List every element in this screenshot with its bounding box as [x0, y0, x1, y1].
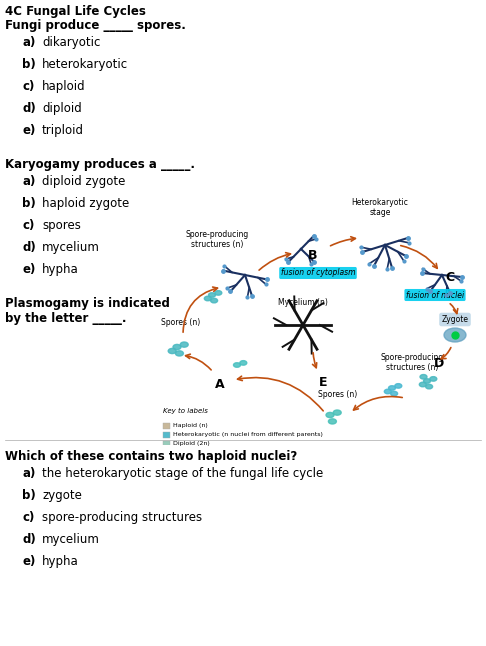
Text: triploid: triploid	[42, 124, 84, 137]
Ellipse shape	[215, 291, 222, 295]
Ellipse shape	[180, 342, 188, 347]
Text: hypha: hypha	[42, 263, 79, 276]
Text: fusion of nuclei: fusion of nuclei	[406, 291, 464, 300]
Text: the heterokaryotic stage of the fungal life cycle: the heterokaryotic stage of the fungal l…	[42, 467, 323, 480]
Ellipse shape	[419, 382, 426, 387]
Ellipse shape	[430, 377, 437, 381]
Ellipse shape	[204, 297, 211, 301]
Ellipse shape	[168, 348, 176, 353]
Text: c): c)	[22, 511, 35, 524]
Ellipse shape	[210, 298, 218, 303]
Ellipse shape	[333, 410, 341, 415]
Ellipse shape	[444, 328, 466, 342]
Text: Spores (n): Spores (n)	[318, 390, 358, 399]
Ellipse shape	[420, 375, 427, 379]
Text: Which of these contains two haploid nuclei?: Which of these contains two haploid nucl…	[5, 450, 297, 463]
Text: b): b)	[22, 197, 36, 210]
Text: zygote: zygote	[42, 489, 82, 502]
Text: dikaryotic: dikaryotic	[42, 36, 101, 49]
Text: haploid zygote: haploid zygote	[42, 197, 129, 210]
Text: d): d)	[22, 241, 36, 254]
Ellipse shape	[395, 384, 402, 388]
Text: E: E	[319, 376, 327, 389]
Text: e): e)	[22, 124, 35, 137]
Text: e): e)	[22, 555, 35, 568]
Text: B: B	[308, 249, 318, 262]
Text: Diploid (2n): Diploid (2n)	[173, 441, 210, 446]
Text: c): c)	[22, 219, 35, 232]
Ellipse shape	[384, 390, 391, 394]
Text: A: A	[215, 378, 225, 391]
FancyBboxPatch shape	[163, 432, 170, 437]
Ellipse shape	[423, 379, 431, 383]
Ellipse shape	[388, 386, 396, 390]
Text: Spore-producing
structures (n): Spore-producing structures (n)	[185, 229, 249, 249]
Text: b): b)	[22, 489, 36, 502]
Text: Zygote: Zygote	[441, 315, 469, 324]
Text: Fungi produce _____ spores.: Fungi produce _____ spores.	[5, 19, 186, 32]
Text: b): b)	[22, 58, 36, 71]
Text: diploid: diploid	[42, 102, 82, 115]
Text: Heterokaryotic
stage: Heterokaryotic stage	[351, 198, 408, 217]
Text: heterokaryotic: heterokaryotic	[42, 58, 128, 71]
Text: 4C Fungal Life Cycles: 4C Fungal Life Cycles	[5, 5, 146, 18]
Text: spores: spores	[42, 219, 81, 232]
Text: by the letter _____.: by the letter _____.	[5, 312, 126, 325]
Ellipse shape	[391, 391, 398, 396]
Text: e): e)	[22, 263, 35, 276]
FancyBboxPatch shape	[163, 441, 170, 446]
Text: Mycelium (n): Mycelium (n)	[278, 298, 328, 307]
Text: fusion of cytoplasm: fusion of cytoplasm	[281, 269, 355, 278]
Ellipse shape	[175, 351, 183, 356]
Text: Karyogamy produces a _____.: Karyogamy produces a _____.	[5, 158, 195, 171]
Text: Spore-producing
structures (n): Spore-producing structures (n)	[381, 353, 444, 372]
Ellipse shape	[326, 412, 334, 417]
Ellipse shape	[240, 360, 247, 365]
Text: haploid: haploid	[42, 80, 86, 93]
Text: Haploid (n): Haploid (n)	[173, 423, 208, 428]
Text: Spores (n): Spores (n)	[161, 318, 201, 327]
Ellipse shape	[208, 293, 215, 297]
Text: diploid zygote: diploid zygote	[42, 175, 125, 188]
Text: a): a)	[22, 36, 35, 49]
Text: mycelium: mycelium	[42, 241, 100, 254]
Ellipse shape	[233, 362, 241, 368]
Text: Key to labels: Key to labels	[163, 408, 208, 414]
Text: mycelium: mycelium	[42, 533, 100, 546]
Text: a): a)	[22, 467, 35, 480]
Text: d): d)	[22, 533, 36, 546]
Text: Plasmogamy is indicated: Plasmogamy is indicated	[5, 297, 170, 310]
Text: spore-producing structures: spore-producing structures	[42, 511, 202, 524]
Text: c): c)	[22, 80, 35, 93]
Ellipse shape	[173, 344, 181, 349]
Text: D: D	[434, 357, 444, 370]
Ellipse shape	[426, 384, 433, 389]
Text: Heterokaryotic (n nuclei from different parents): Heterokaryotic (n nuclei from different …	[173, 432, 323, 437]
Ellipse shape	[329, 419, 336, 424]
Text: a): a)	[22, 175, 35, 188]
Text: hypha: hypha	[42, 555, 79, 568]
FancyBboxPatch shape	[163, 423, 170, 428]
Text: C: C	[446, 271, 454, 284]
Text: d): d)	[22, 102, 36, 115]
